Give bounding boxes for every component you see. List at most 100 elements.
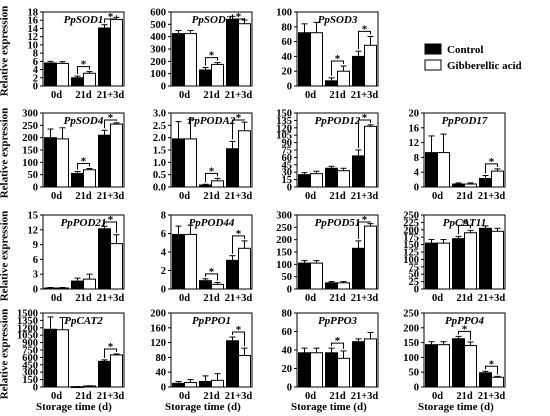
x-tick-label: 21+3d <box>97 191 125 202</box>
bar-control <box>325 167 338 188</box>
y-tick-label: 250 <box>276 223 292 234</box>
significance-bracket <box>485 163 498 174</box>
panel-frame <box>423 112 506 188</box>
panel-frame <box>296 214 379 290</box>
x-tick-label: 0d <box>305 293 316 304</box>
x-tick-label: 21d <box>203 191 220 202</box>
significance-bracket <box>205 57 218 66</box>
x-tick-label: 0d <box>432 191 443 202</box>
bar-gibberellic-acid <box>56 138 69 188</box>
bar-gibberellic-acid <box>238 355 251 388</box>
y-tick-label: 16 <box>28 16 39 27</box>
y-tick-label: 1.5 <box>153 146 166 157</box>
panel-title: PpPOD12 <box>315 115 361 127</box>
significance-star: * <box>335 53 341 65</box>
y-tick-label: 250 <box>403 211 419 222</box>
y-tick-label: 100 <box>276 8 292 19</box>
panel-frame <box>42 112 125 188</box>
y-tick-label: 3.0 <box>153 109 166 120</box>
y-tick-label: 12 <box>28 32 39 43</box>
bar-gibberellic-acid <box>184 33 197 87</box>
x-tick-label: 21+3d <box>478 191 506 202</box>
y-tick-label: 25 <box>409 277 420 288</box>
panel-title: PpCAT11 <box>443 217 486 229</box>
significance-star: * <box>489 156 495 168</box>
y-tick-label: 150 <box>403 338 419 349</box>
y-tick-label: 600 <box>150 8 166 19</box>
significance-bracket <box>232 235 245 254</box>
y-tick-label: 6 <box>33 255 38 266</box>
y-tick-label: 150 <box>22 146 38 157</box>
x-tick-label: 21d <box>329 391 346 402</box>
y-tick-label: 8 <box>414 153 419 164</box>
x-tick-label: 21+3d <box>478 293 506 304</box>
y-tick-label: 50 <box>28 170 39 181</box>
bar-gibberellic-acid <box>464 232 477 290</box>
panel-title: PpPOD17 <box>442 115 488 127</box>
x-tick-label: 21+3d <box>351 391 379 402</box>
bar-control <box>44 62 57 87</box>
bar-control <box>226 18 239 87</box>
panel-frame <box>170 11 253 87</box>
y-tick-label: 6 <box>161 229 166 240</box>
bar-control <box>98 228 111 290</box>
significance-star: * <box>108 341 114 353</box>
y-tick-label: 450 <box>22 360 38 371</box>
bar-gibberellic-acid <box>83 72 96 87</box>
y-tick-label: 0 <box>33 82 38 93</box>
x-tick-label: 21d <box>203 90 220 101</box>
panel-PpSOD3: 0 20 40 60 80 100 0d 21d 21+3d * * PpSOD3 <box>276 8 379 101</box>
significance-bracket <box>358 119 371 148</box>
significance-star: * <box>462 323 468 335</box>
panel-frame <box>42 11 125 87</box>
y-tick-label: 0 <box>161 285 166 296</box>
x-tick-label: 21d <box>456 293 473 304</box>
x-tick-label: 0d <box>305 90 316 101</box>
x-tick-label: 21d <box>329 90 346 101</box>
bar-control <box>98 134 111 188</box>
significance-bracket <box>77 163 90 170</box>
y-tick-label: 16 <box>409 123 420 134</box>
bar-control <box>325 352 338 388</box>
y-tick-label: 0.0 <box>153 183 166 194</box>
x-tick-label: 21+3d <box>351 191 379 202</box>
significance-bracket <box>77 66 90 75</box>
bar-gibberellic-acid <box>238 23 251 87</box>
y-tick-label: 12 <box>409 138 420 149</box>
y-tick-label: 8 <box>33 49 38 60</box>
y-tick-label: 4 <box>33 65 39 76</box>
y-tick-label: 200 <box>403 225 419 236</box>
panel-frame <box>423 312 506 388</box>
y-tick-label: 100 <box>276 260 292 271</box>
bar-gibberellic-acid <box>337 70 350 87</box>
bar-gibberellic-acid <box>238 130 251 188</box>
significance-star: * <box>236 228 242 240</box>
y-tick-label: 0 <box>414 183 419 194</box>
significance-bracket <box>485 365 498 375</box>
y-tick-label: 15 <box>282 175 293 186</box>
panel-frame <box>170 112 253 188</box>
y-tick-label: 100 <box>22 158 38 169</box>
bar-control <box>452 338 465 388</box>
bar-gibberellic-acid <box>110 123 123 188</box>
significance-bracket <box>331 342 344 349</box>
panel-title: PpPPO1 <box>192 315 231 327</box>
bar-control <box>479 177 492 188</box>
significance-bracket <box>104 221 117 233</box>
bar-control <box>298 174 311 188</box>
y-tick-label: 1200 <box>17 323 38 334</box>
bar-gibberellic-acid <box>110 243 123 290</box>
significance-bracket <box>205 273 218 281</box>
panel-frame <box>170 214 253 290</box>
bar-control <box>98 360 111 388</box>
bar-control <box>199 380 212 388</box>
x-tick-label: 0d <box>432 293 443 304</box>
bar-gibberellic-acid <box>310 352 323 388</box>
y-axis-label-row-1: Relative expression <box>0 5 11 97</box>
y-tick-label: 80 <box>156 353 167 364</box>
bar-gibberellic-acid <box>364 225 377 290</box>
bar-control <box>172 382 185 388</box>
y-tick-label: 1350 <box>17 316 38 327</box>
